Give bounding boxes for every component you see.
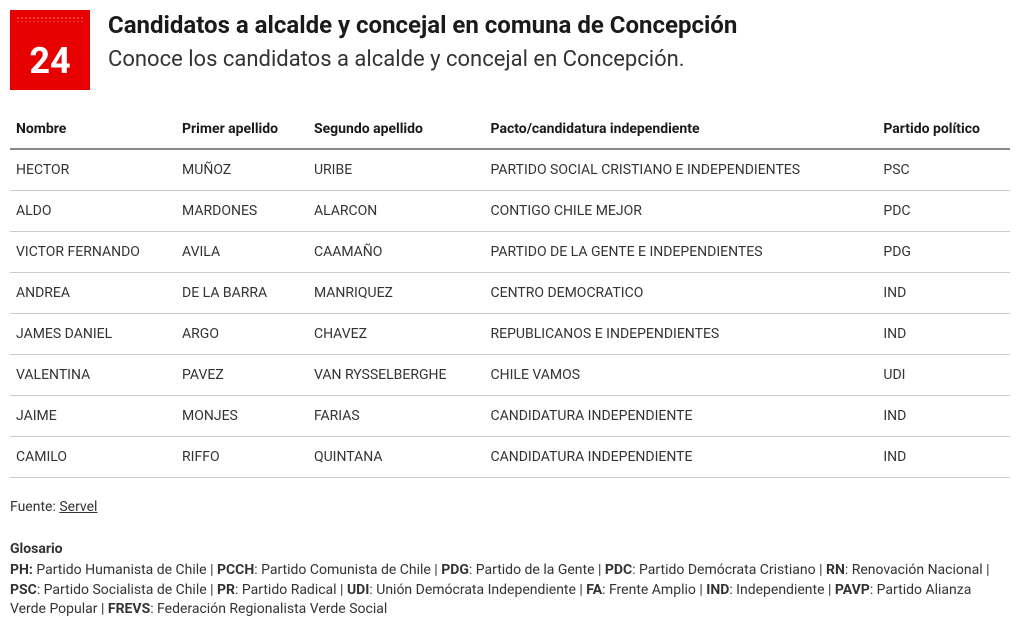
table-cell: RIFFO [176, 437, 308, 478]
table-row: ALDOMARDONESALARCONCONTIGO CHILE MEJORPD… [10, 191, 1010, 232]
table-cell: ALARCON [308, 191, 485, 232]
table-cell: PSC [877, 149, 1010, 191]
table-cell: AVILA [176, 232, 308, 273]
source-link[interactable]: Servel [59, 499, 97, 515]
header: 24 Candidatos a alcalde y concejal en co… [10, 10, 1010, 90]
table-cell: VICTOR FERNANDO [10, 232, 176, 273]
table-cell: IND [877, 437, 1010, 478]
table-row: VICTOR FERNANDOAVILACAAMAÑOPARTIDO DE LA… [10, 232, 1010, 273]
table-row: JAIMEMONJESFARIASCANDIDATURA INDEPENDIEN… [10, 396, 1010, 437]
table-cell: MANRIQUEZ [308, 273, 485, 314]
header-text: Candidatos a alcalde y concejal en comun… [108, 10, 1010, 76]
source-footer: Fuente: Servel [10, 498, 1010, 518]
page-title: Candidatos a alcalde y concejal en comun… [108, 10, 1010, 41]
table-cell: IND [877, 314, 1010, 355]
table-cell: VALENTINA [10, 355, 176, 396]
table-cell: FARIAS [308, 396, 485, 437]
logo-text: 24 [29, 40, 70, 82]
col-nombre: Nombre [10, 110, 176, 149]
col-partido: Partido político [877, 110, 1010, 149]
candidates-table: Nombre Primer apellido Segundo apellido … [10, 110, 1010, 478]
table-cell: ANDREA [10, 273, 176, 314]
glossary-title: Glosario [10, 540, 1010, 560]
table-cell: PAVEZ [176, 355, 308, 396]
table-cell: PDC [877, 191, 1010, 232]
table-row: VALENTINAPAVEZVAN RYSSELBERGHECHILE VAMO… [10, 355, 1010, 396]
table-cell: IND [877, 396, 1010, 437]
table-cell: ALDO [10, 191, 176, 232]
table-cell: PDG [877, 232, 1010, 273]
table-cell: IND [877, 273, 1010, 314]
col-primer-apellido: Primer apellido [176, 110, 308, 149]
table-cell: JAMES DANIEL [10, 314, 176, 355]
table-cell: DE LA BARRA [176, 273, 308, 314]
table-header-row: Nombre Primer apellido Segundo apellido … [10, 110, 1010, 149]
table-cell: MUÑOZ [176, 149, 308, 191]
table-cell: MONJES [176, 396, 308, 437]
table-cell: REPUBLICANOS E INDEPENDIENTES [485, 314, 878, 355]
glossary: Glosario PH: Partido Humanista de Chile … [10, 540, 1010, 620]
table-cell: JAIME [10, 396, 176, 437]
table-row: CAMILORIFFOQUINTANACANDIDATURA INDEPENDI… [10, 437, 1010, 478]
table-cell: CANDIDATURA INDEPENDIENTE [485, 437, 878, 478]
table-cell: UDI [877, 355, 1010, 396]
table-cell: PARTIDO DE LA GENTE E INDEPENDIENTES [485, 232, 878, 273]
col-pacto: Pacto/candidatura independiente [485, 110, 878, 149]
col-segundo-apellido: Segundo apellido [308, 110, 485, 149]
table-row: HECTORMUÑOZURIBEPARTIDO SOCIAL CRISTIANO… [10, 149, 1010, 191]
table-cell: QUINTANA [308, 437, 485, 478]
table-cell: CAAMAÑO [308, 232, 485, 273]
table-row: JAMES DANIELARGOCHAVEZREPUBLICANOS E IND… [10, 314, 1010, 355]
table-cell: CANDIDATURA INDEPENDIENTE [485, 396, 878, 437]
logo-24: 24 [10, 10, 90, 90]
glossary-body: PH: Partido Humanista de Chile | PCCH: P… [10, 561, 1010, 620]
table-cell: CONTIGO CHILE MEJOR [485, 191, 878, 232]
table-cell: CAMILO [10, 437, 176, 478]
table-cell: URIBE [308, 149, 485, 191]
table-cell: PARTIDO SOCIAL CRISTIANO E INDEPENDIENTE… [485, 149, 878, 191]
table-cell: CHAVEZ [308, 314, 485, 355]
table-cell: HECTOR [10, 149, 176, 191]
table-cell: VAN RYSSELBERGHE [308, 355, 485, 396]
source-label: Fuente: [10, 499, 59, 515]
table-cell: ARGO [176, 314, 308, 355]
page-subtitle: Conoce los candidatos a alcalde y concej… [108, 45, 1010, 76]
table-row: ANDREADE LA BARRAMANRIQUEZCENTRO DEMOCRA… [10, 273, 1010, 314]
table-cell: MARDONES [176, 191, 308, 232]
table-cell: CHILE VAMOS [485, 355, 878, 396]
table-cell: CENTRO DEMOCRATICO [485, 273, 878, 314]
